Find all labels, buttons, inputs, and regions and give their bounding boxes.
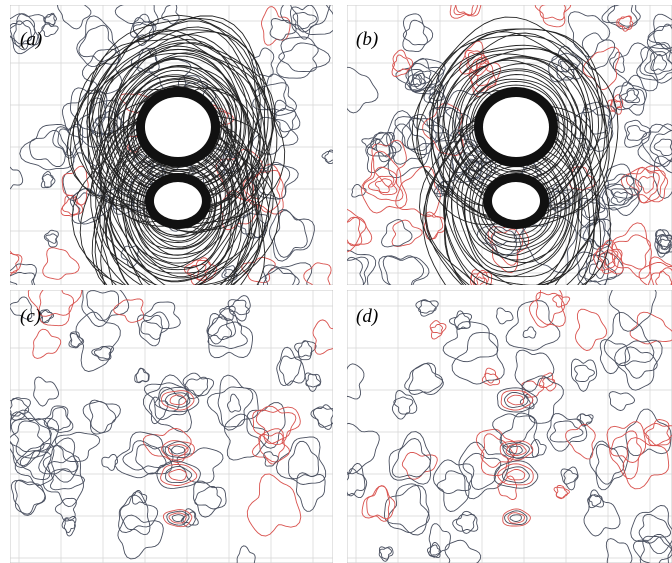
contour-panel-b bbox=[327, 0, 672, 318]
panel-label: (c) bbox=[20, 306, 41, 327]
panel-label: (d) bbox=[356, 306, 378, 327]
figure: (a) (b) (c) (d) bbox=[0, 0, 672, 563]
core-hole bbox=[483, 97, 549, 157]
contour-panel-c bbox=[6, 279, 341, 563]
contour-panel-a bbox=[0, 0, 341, 336]
panel-label: (a) bbox=[20, 29, 42, 50]
core-hole bbox=[145, 97, 211, 157]
contour-panel-d bbox=[334, 280, 672, 563]
core-hole bbox=[492, 182, 540, 220]
panel-label: (b) bbox=[356, 29, 378, 50]
core-hole bbox=[154, 182, 202, 220]
